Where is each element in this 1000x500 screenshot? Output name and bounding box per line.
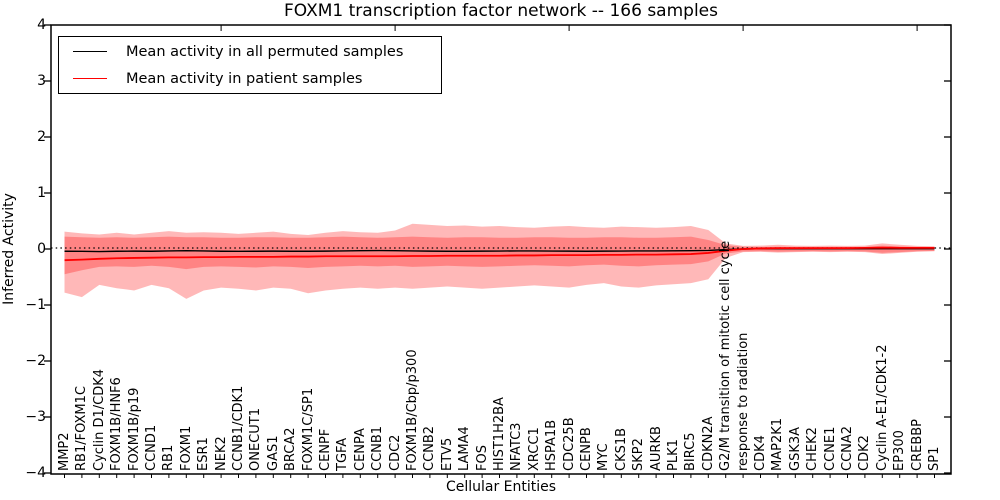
x-tick-label: SP1 [927,446,942,471]
x-tick-label: FOXM1C/SP1 [300,387,316,471]
chart-title: FOXM1 transcription factor network -- 16… [284,1,718,21]
x-tick-label: ESR1 [196,437,212,471]
x-tick-label: response to radiation [735,332,751,471]
y-tick-label: 4 [37,17,46,33]
x-tick-label: XRCC1 [526,427,542,471]
y-tick-label: −1 [25,297,46,313]
x-tick-label: CCNB1/CDK1 [231,385,246,471]
patient-samples-std-band [64,223,935,299]
x-tick-label: CENPF [318,428,333,471]
x-tick-label: CCNE1 [822,426,838,471]
x-tick-label: CDC25B [561,417,577,471]
x-axis-label: Cellular Entities [445,479,557,495]
x-tick-label: CCNB1 [370,425,386,471]
x-tick-label: EP300 [892,430,908,471]
x-tick-label: Cyclin A-E1/CDK1-2 [874,344,890,471]
x-tick-label: FOXM1B/Cbp/p300 [405,349,420,471]
x-tick-label: MYC [596,443,612,471]
x-tick-label: CCNA2 [840,425,855,471]
x-tick-label: ETV5 [439,437,455,471]
x-tick-label: CREBBP [909,419,925,471]
x-tick-label: CKS1B [613,427,629,471]
legend: Mean activity in all permuted samples Me… [58,36,442,94]
x-tick-label: NEK2 [213,436,229,471]
x-tick-label: CENPA [352,428,368,471]
legend-line-sample-red [73,78,107,79]
x-tick-label: MMP2 [57,432,72,471]
x-tick-label: CHEK2 [805,427,821,471]
x-tick-label: LAMA4 [457,426,473,471]
x-tick-label: SKP2 [631,438,647,471]
x-tick-label: TGFA [335,437,351,471]
y-tick-label: 0 [37,241,46,257]
legend-line-sample-black [73,51,107,52]
x-tick-label: FOXM1 [178,425,194,471]
y-tick-label: 3 [37,73,46,89]
y-tick-label: 2 [37,129,46,145]
x-tick-label: CDKN2A [700,416,716,471]
x-tick-label: CDC2 [387,434,403,471]
x-tick-label: PLK1 [666,439,681,471]
x-tick-label: RB1 [161,444,177,471]
y-tick-label: −2 [25,353,46,369]
x-tick-label: AURKB [648,426,664,471]
x-tick-label: BIRC5 [683,432,699,472]
x-tick-label: HSPA1B [544,419,560,471]
x-tick-label: GAS1 [265,435,281,472]
x-tick-label: MAP2K1 [770,417,786,471]
x-tick-label: FOXM1B/p19 [126,387,142,471]
x-tick-label: RB1/FOXM1C [74,386,90,471]
x-tick-label: CENPB [579,427,594,471]
x-tick-label: CCNB2 [422,425,438,471]
legend-label: Mean activity in all permuted samples [126,43,404,60]
x-tick-label: CDK2 [857,435,873,471]
legend-label: Mean activity in patient samples [126,70,363,87]
x-tick-label: ONECUT1 [248,408,264,471]
y-axis-label: Inferred Activity [1,193,17,305]
x-tick-label: FOS [474,445,490,471]
y-tick-label: 1 [37,185,46,201]
x-tick-label: CCND1 [144,424,159,471]
y-tick-label: −3 [25,409,46,425]
x-tick-label: BRCA2 [283,427,299,471]
x-tick-label: FOXM1B/HNF6 [109,377,125,471]
x-tick-label: HIST1H2BA [492,397,507,471]
y-tick-label: −4 [25,465,46,481]
x-tick-label: G2/M transition of mitotic cell cycle [718,240,734,471]
x-tick-label: NFATC3 [509,422,525,471]
patient-mean-line [64,246,935,262]
x-tick-label: Cyclin D1/CDK4 [91,368,107,471]
legend-item-patient: Mean activity in patient samples [59,65,441,92]
x-tick-label: CDK4 [753,435,768,471]
x-tick-label: GSK3A [787,426,803,471]
legend-item-permuted: Mean activity in all permuted samples [59,38,441,65]
